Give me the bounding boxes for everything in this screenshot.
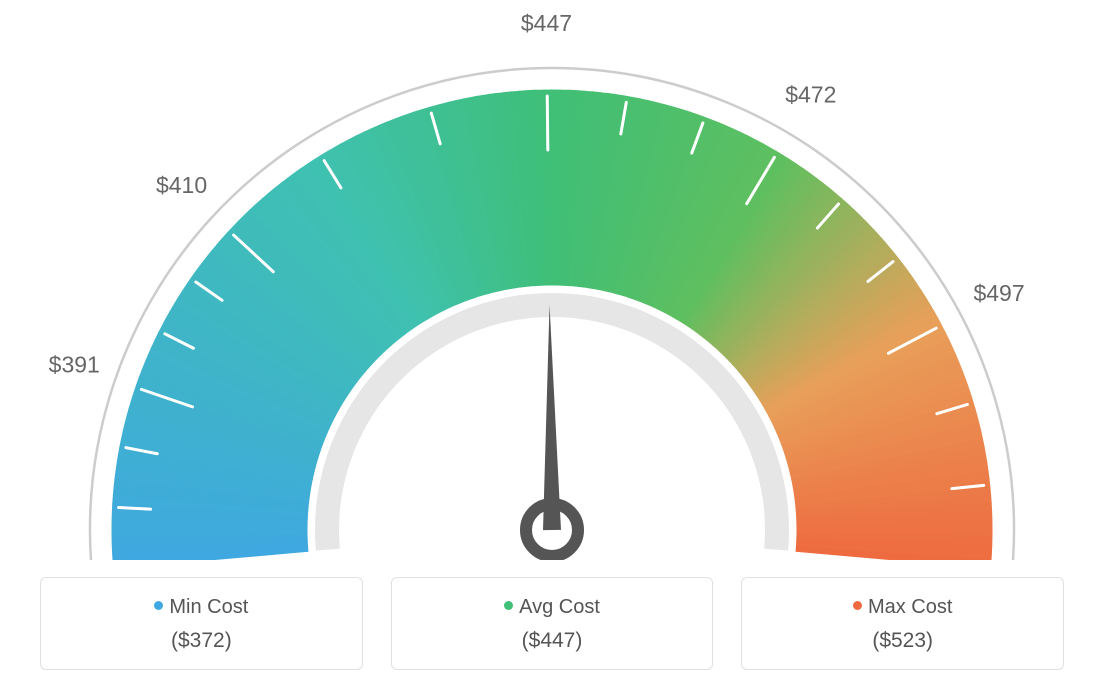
legend-label-min: Min Cost: [169, 596, 248, 618]
svg-text:$472: $472: [785, 81, 836, 107]
legend-card-avg: Avg Cost ($447): [391, 577, 714, 670]
legend-title-min: Min Cost: [51, 596, 352, 619]
svg-text:$497: $497: [973, 280, 1024, 306]
legend-title-avg: Avg Cost: [402, 596, 703, 619]
cost-gauge-container: $372 $391 $410 $447 $472 $497 $523 Min Cost ($…: [0, 0, 1104, 690]
svg-text:$372: $372: [23, 559, 74, 560]
legend-row: Min Cost ($372) Avg Cost ($447) Max Cost…: [40, 577, 1064, 670]
legend-title-max: Max Cost: [752, 596, 1053, 619]
svg-text:$391: $391: [49, 351, 100, 377]
legend-card-min: Min Cost ($372): [40, 577, 363, 670]
svg-text:$523: $523: [1029, 559, 1080, 560]
gauge-chart: $372 $391 $410 $447 $472 $497 $523: [0, 0, 1104, 560]
svg-text:$410: $410: [156, 172, 207, 198]
dot-icon: [154, 601, 163, 610]
dot-icon: [853, 601, 862, 610]
svg-text:$447: $447: [521, 10, 572, 36]
legend-label-avg: Avg Cost: [519, 596, 600, 618]
legend-label-max: Max Cost: [868, 596, 952, 618]
legend-value-max: ($523): [752, 629, 1053, 653]
dot-icon: [504, 601, 513, 610]
legend-card-max: Max Cost ($523): [741, 577, 1064, 670]
legend-value-avg: ($447): [402, 629, 703, 653]
legend-value-min: ($372): [51, 629, 352, 653]
